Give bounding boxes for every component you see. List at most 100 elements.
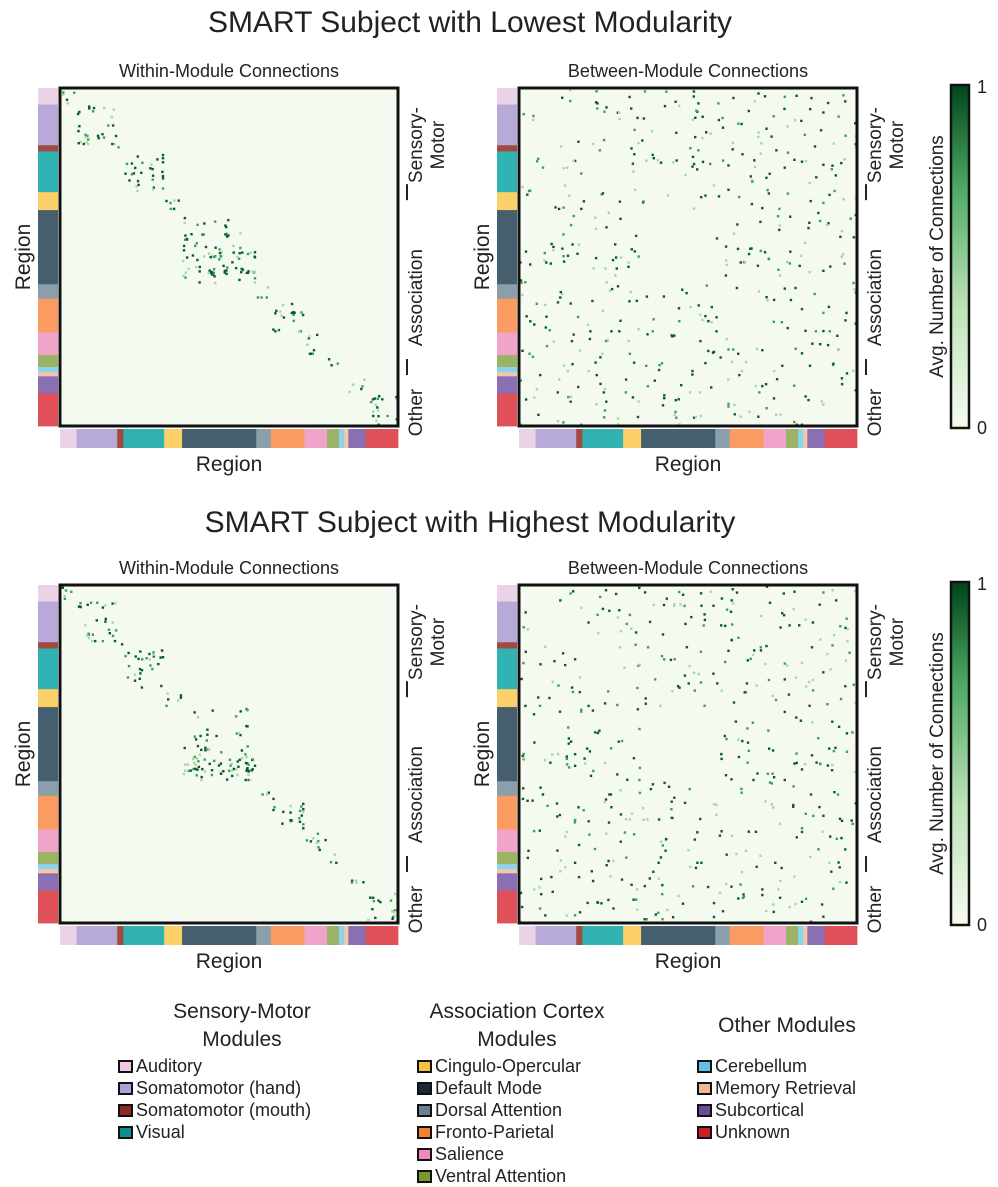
module-bar-segment — [715, 926, 731, 945]
module-bar-segment — [497, 88, 517, 105]
heatmap-cell — [601, 607, 605, 611]
heatmap-cell — [580, 710, 583, 713]
heatmap-cell — [595, 90, 598, 93]
heatmap-cell — [770, 803, 773, 806]
module-bar-segment — [38, 372, 58, 377]
heatmap-cell — [232, 767, 235, 771]
heatmap-cell — [603, 416, 606, 419]
heatmap-cell — [844, 685, 847, 688]
heatmap-cell — [101, 606, 105, 609]
heatmap-cell — [671, 689, 674, 693]
heatmap-cell — [603, 800, 606, 804]
heatmap-cell — [720, 752, 723, 756]
heatmap-cell — [633, 250, 636, 253]
heatmap-cell — [212, 255, 216, 259]
heatmap-cell — [533, 396, 536, 399]
legend-swatch — [697, 1103, 712, 1117]
heatmap-cell — [800, 160, 804, 163]
heatmap-cell — [173, 199, 176, 202]
heatmap-cell — [707, 319, 710, 323]
heatmap-cell — [607, 211, 610, 214]
heatmap-cell — [592, 769, 595, 773]
heatmap-cell — [749, 175, 752, 178]
heatmap-cell — [114, 134, 118, 138]
heatmap-cell — [236, 760, 239, 763]
heatmap-cell — [570, 339, 574, 343]
heatmap-cell — [725, 338, 728, 341]
heatmap-cell — [750, 202, 754, 206]
heatmap-cell — [730, 778, 733, 781]
heatmap-cell — [659, 840, 663, 843]
heatmap-panel: Within-Module ConnectionsRegionRegionSen… — [12, 558, 449, 973]
heatmap-cell — [761, 349, 764, 352]
heatmap-cell — [819, 638, 822, 641]
heatmap-cell — [229, 764, 232, 767]
heatmap-cell — [634, 188, 637, 192]
module-bar-segment — [38, 210, 58, 285]
heatmap-cell — [238, 278, 241, 282]
heatmap-cell — [133, 673, 137, 676]
row-title: SMART Subject with Highest Modularity — [205, 506, 736, 539]
heatmap-cell — [140, 171, 143, 174]
module-bar-segment — [38, 890, 58, 924]
heatmap-cell — [113, 639, 117, 643]
heatmap-cell — [755, 865, 758, 868]
heatmap-cell — [307, 337, 311, 340]
heatmap-cell — [150, 163, 153, 166]
heatmap-cell — [646, 646, 650, 649]
heatmap-cell — [635, 299, 638, 303]
heatmap-cell — [550, 875, 553, 879]
heatmap-cell — [661, 883, 664, 887]
module-bar-segment — [38, 104, 58, 146]
heatmap-cell — [196, 744, 200, 748]
heatmap-cell — [759, 249, 762, 253]
heatmap-cell — [799, 254, 803, 257]
heatmap-cell — [632, 757, 636, 760]
heatmap-cell — [747, 109, 750, 113]
heatmap-cell — [607, 859, 610, 863]
heatmap-cell — [580, 708, 583, 711]
heatmap-cell — [225, 269, 228, 272]
heatmap-cell — [141, 658, 144, 661]
heatmap-cell — [239, 246, 242, 250]
heatmap-cell — [736, 247, 740, 251]
heatmap-cell — [185, 256, 189, 259]
group-label-association: Association — [406, 746, 427, 843]
heatmap-cell — [247, 770, 250, 773]
heatmap-cell — [794, 676, 798, 679]
heatmap-cell — [247, 763, 250, 766]
heatmap-cell — [616, 616, 620, 619]
legend-swatch — [697, 1125, 712, 1139]
heatmap-cell — [293, 311, 296, 314]
heatmap-cell — [573, 821, 576, 824]
module-bar-segment — [729, 429, 764, 448]
heatmap-cell — [274, 330, 277, 333]
heatmap-cell — [759, 854, 762, 857]
heatmap-cell — [833, 189, 836, 193]
heatmap-cell — [194, 738, 198, 741]
heatmap-cell — [605, 400, 608, 403]
heatmap-cell — [70, 590, 73, 593]
heatmap-cell — [152, 186, 155, 189]
heatmap-cell — [614, 256, 618, 259]
panel-subtitle: Within-Module Connections — [119, 61, 339, 81]
heatmap-cell — [792, 785, 795, 788]
legend-title-other: Other Modules — [697, 1012, 877, 1040]
heatmap-cell — [730, 599, 733, 602]
module-bar-segment — [38, 648, 58, 690]
heatmap-cell — [812, 814, 815, 818]
heatmap-cell — [184, 769, 187, 772]
group-label-sensory-motor: Motor — [887, 617, 908, 666]
heatmap-cell — [101, 133, 104, 136]
module-bar-segment — [38, 707, 58, 782]
heatmap-cell — [851, 731, 854, 734]
heatmap-cell — [746, 659, 749, 662]
heatmap-cell — [566, 254, 570, 257]
heatmap-cell — [739, 261, 742, 264]
heatmap-cell — [260, 296, 263, 299]
heatmap-cell — [274, 312, 277, 315]
heatmap-cell — [64, 589, 68, 592]
heatmap-cell — [703, 704, 706, 707]
heatmap-cell — [685, 646, 689, 649]
